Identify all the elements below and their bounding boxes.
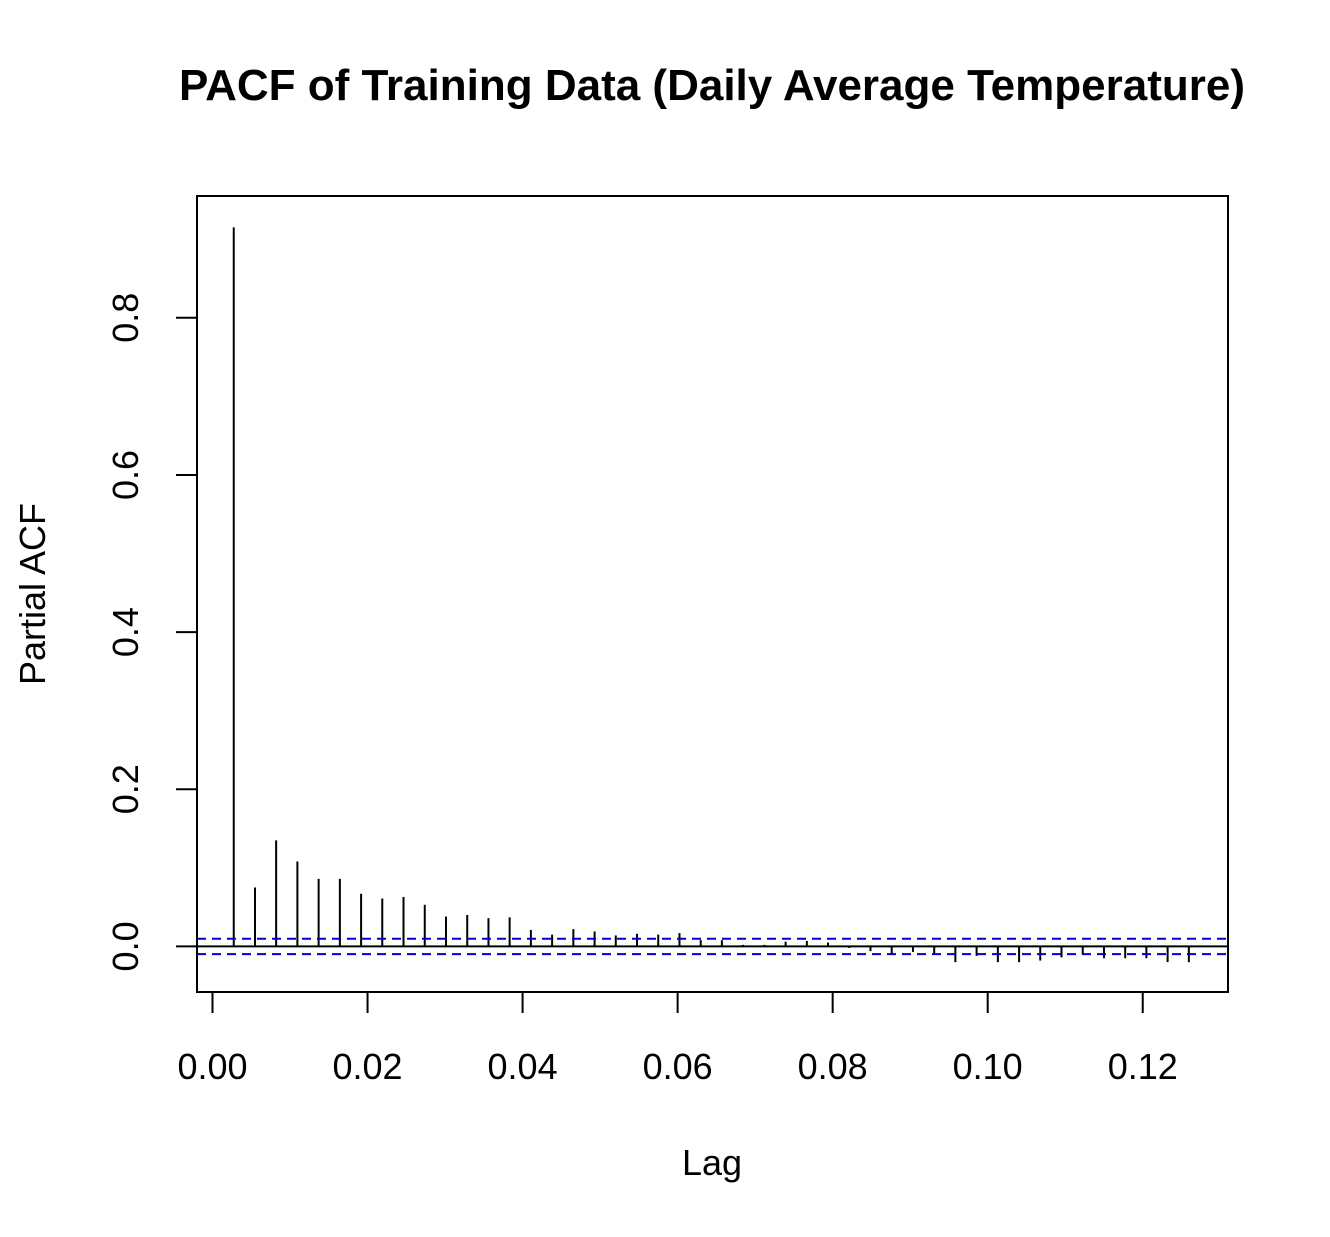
y-tick-label: 0.4	[105, 607, 146, 657]
y-tick-label: 0.0	[105, 921, 146, 971]
x-tick-label: 0.02	[333, 1046, 403, 1087]
y-tick-label: 0.2	[105, 764, 146, 814]
x-axis: 0.00 0.02 0.04 0.06 0.08 0.10 0.12	[177, 991, 1178, 1087]
x-tick-label: 0.06	[643, 1046, 713, 1087]
x-tick-label: 0.00	[177, 1046, 247, 1087]
pacf-bars	[232, 227, 1190, 963]
y-axis-label: Partial ACF	[12, 503, 53, 685]
plot-frame	[196, 195, 1229, 993]
chart-title: PACF of Training Data (Daily Average Tem…	[179, 61, 1245, 110]
x-axis-label: Lag	[682, 1142, 742, 1183]
y-tick-label: 0.8	[105, 293, 146, 343]
confidence-band	[197, 937, 1228, 956]
y-axis: 0.0 0.2 0.4 0.6 0.8	[105, 293, 198, 971]
x-tick-label: 0.08	[798, 1046, 868, 1087]
x-tick-label: 0.04	[488, 1046, 558, 1087]
y-tick-label: 0.6	[105, 450, 146, 500]
x-tick-label: 0.12	[1108, 1046, 1178, 1087]
x-tick-label: 0.10	[953, 1046, 1023, 1087]
